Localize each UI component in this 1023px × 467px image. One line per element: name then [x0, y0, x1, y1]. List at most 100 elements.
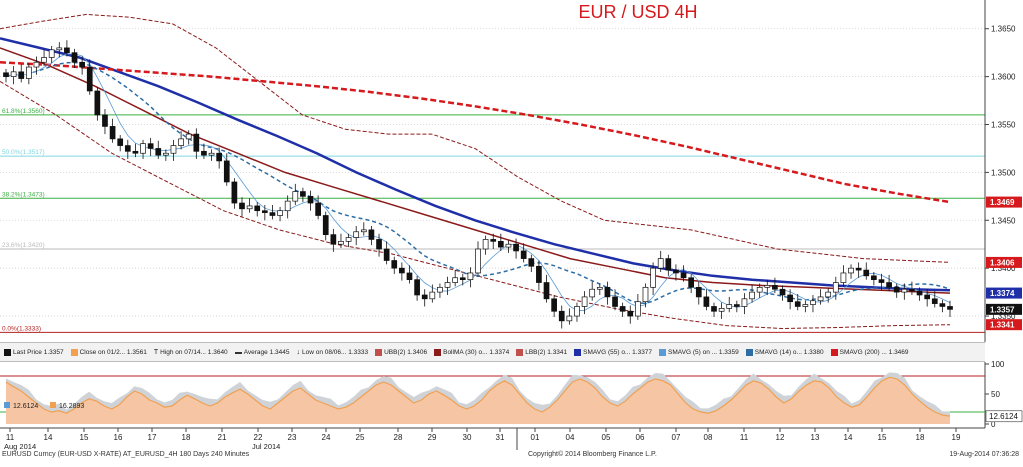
candle-body: [749, 291, 755, 300]
candle-body: [665, 258, 672, 271]
candle-body: [650, 267, 656, 288]
candle-body: [718, 308, 725, 312]
candle-body: [863, 269, 870, 277]
legend-item: BollMA (30) o... 1.3374: [434, 348, 509, 356]
candle-body: [117, 138, 124, 146]
legend-label: Close on 01/2... 1.3561: [79, 348, 147, 356]
candle-body: [627, 310, 634, 317]
legend-swatch: [375, 348, 383, 356]
candle-body: [376, 239, 382, 250]
fib-label: 23.6%(1.3420): [2, 242, 45, 249]
legend-item: LBB(2) 1.3341: [516, 348, 567, 356]
candle-body: [513, 243, 519, 252]
candle-body: [802, 304, 809, 307]
candle-body: [528, 258, 535, 267]
candle-body: [947, 306, 953, 310]
x-tick-label: 05: [602, 433, 611, 442]
candle-body: [939, 303, 946, 307]
candle-body: [657, 258, 664, 269]
x-tick-label: 22: [254, 433, 263, 442]
candle-body: [322, 215, 329, 235]
legend-label: SMAVG (200) ... 1.3469: [839, 348, 909, 356]
x-tick-label: 18: [916, 433, 925, 442]
x-tick-label: 07: [672, 433, 681, 442]
candle-body: [589, 288, 596, 298]
candle-body: [132, 150, 139, 154]
candle-body: [360, 229, 367, 233]
x-tick-label: 23: [288, 433, 297, 442]
legend-label: High on 07/14... 1.3640: [160, 348, 228, 356]
candle-body: [124, 145, 131, 152]
value-tag-label: 1.3357: [990, 305, 1015, 314]
smavg55-line: [0, 37, 951, 292]
candle-body: [201, 150, 207, 156]
candle-body: [10, 71, 17, 77]
candle-body: [452, 277, 459, 283]
legend-label: Low on 08/06... 1.3333: [301, 348, 369, 356]
candle-body: [437, 286, 443, 293]
value-tag: [986, 256, 1022, 268]
oscillator-line: [5, 376, 951, 417]
x-tick-label: 15: [878, 433, 887, 442]
candle-body: [703, 296, 710, 307]
x-tick-label: 08: [704, 433, 713, 442]
candle-body: [56, 47, 63, 51]
fib-label: 61.8%(1.3560): [2, 108, 45, 115]
legend-swatch: [659, 348, 667, 356]
candle-body: [901, 288, 908, 293]
legend-item: Last Price 1.3357: [4, 348, 64, 356]
smavg200-line: [0, 61, 951, 204]
legend-swatch: [434, 348, 442, 356]
value-tag-label: 1.3341: [990, 321, 1015, 330]
x-tick-label: 13: [811, 433, 820, 442]
candle-body: [140, 143, 146, 154]
candle-body: [848, 267, 854, 274]
legend-item: SMAVG (14) o... 1.3380: [745, 348, 824, 356]
candle-body: [612, 296, 618, 307]
x-tick-label: 28: [394, 433, 403, 442]
x-tick-label: 25: [356, 433, 365, 442]
candle-body: [429, 291, 436, 300]
candle-body: [208, 152, 215, 156]
candle-body: [604, 286, 611, 298]
candle-body: [832, 282, 839, 293]
candle-body: [353, 231, 360, 238]
legend-swatch: [745, 348, 753, 356]
legend-item: Average 1.3445: [234, 349, 289, 356]
value-tag-label: 1.3469: [990, 198, 1015, 207]
candle-body: [916, 290, 923, 296]
legend-label: SMAVG (55) o... 1.3377: [583, 348, 653, 356]
x-tick-label: 01: [531, 433, 540, 442]
candle-body: [185, 133, 192, 140]
legend-swatch: ↓: [296, 348, 300, 356]
candle-body: [566, 315, 573, 322]
candle-body: [581, 296, 588, 307]
candle-body: [551, 298, 557, 312]
upper-bollinger-band: [0, 13, 951, 263]
candle-body: [459, 277, 466, 281]
candle-body: [345, 237, 352, 242]
bollinger-ma-line: [0, 47, 951, 294]
candle-body: [909, 288, 915, 292]
oscillator-legend-swatch: [50, 402, 56, 408]
oscillator-legend-label: 12.6124: [13, 403, 38, 410]
value-tag-label: 1.3406: [990, 258, 1015, 267]
candle-body: [855, 267, 862, 271]
candle-body: [482, 239, 489, 250]
price-tick-label: 1.3350: [991, 312, 1016, 321]
candle-body: [406, 272, 413, 281]
candle-body: [307, 195, 314, 204]
oscillator-value-tag: [985, 410, 1023, 423]
oscillator-tick-label: 0: [991, 420, 996, 429]
legend-item: SMAVG (5) on ... 1.3359: [659, 348, 739, 356]
legend-label: UBB(2) 1.3406: [384, 348, 428, 356]
candle-body: [284, 200, 291, 212]
candle-body: [33, 61, 40, 68]
candle-body: [497, 241, 504, 248]
candle-body: [231, 181, 238, 204]
candle-body: [193, 133, 200, 152]
candle-body: [779, 288, 786, 296]
month-label: Jul 2014: [252, 442, 280, 451]
candle-body: [383, 248, 390, 261]
candle-body: [893, 286, 900, 293]
